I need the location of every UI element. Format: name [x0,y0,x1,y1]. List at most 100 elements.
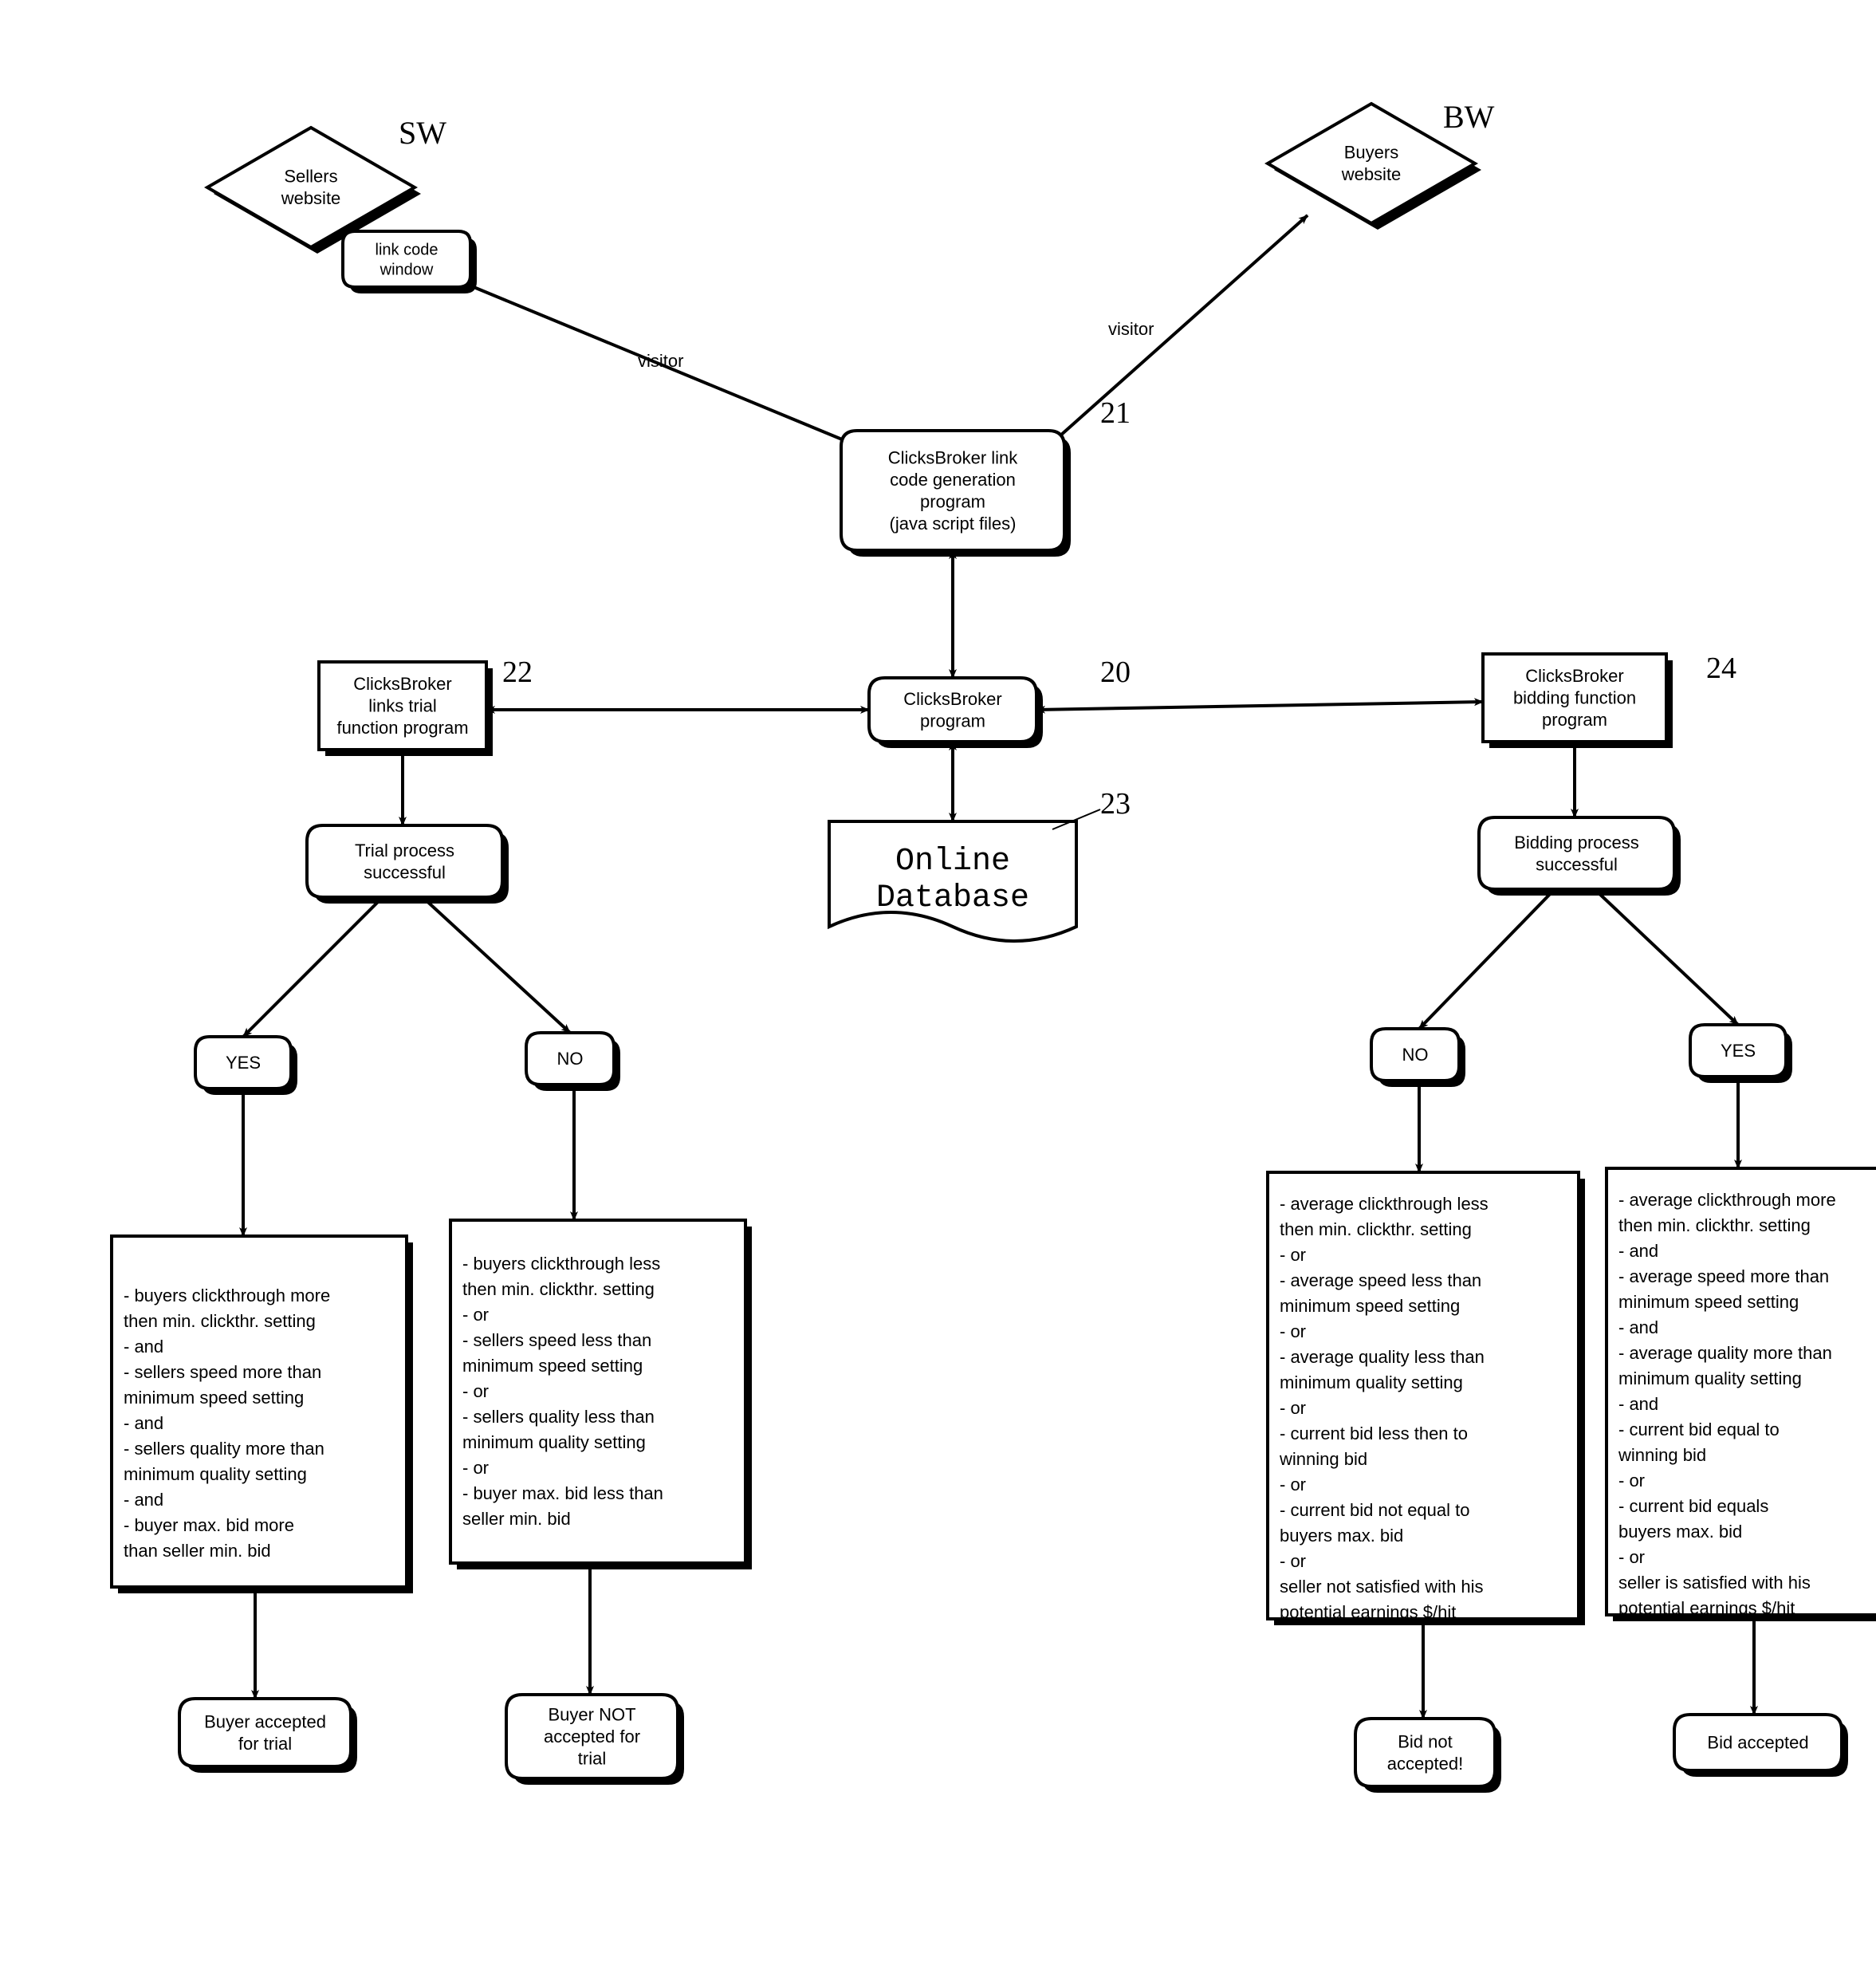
svg-text:- buyer max. bid more: - buyer max. bid more [124,1515,294,1535]
svg-text:- or: - or [1618,1471,1645,1490]
node-bidding_fn: ClicksBrokerbidding functionprogram [1483,654,1673,748]
svg-text:Buyers: Buyers [1344,142,1398,162]
node-yes1: YES [195,1037,297,1095]
svg-text:- average speed more than: - average speed more than [1618,1266,1829,1286]
svg-text:ClicksBroker link: ClicksBroker link [888,447,1019,467]
node-n23_label: 23 [1100,787,1131,821]
node-box_yes2: - average clickthrough more then min. cl… [1607,1168,1876,1621]
svg-text:minimum speed setting: minimum speed setting [124,1388,304,1408]
svg-text:visitor: visitor [1108,319,1154,339]
svg-text:minimum quality setting: minimum quality setting [462,1432,646,1452]
svg-text:winning bid: winning bid [1618,1445,1706,1465]
svg-text:- or: - or [1280,1398,1306,1418]
svg-text:then min. clickthr. setting: then min. clickthr. setting [124,1311,316,1331]
svg-text:(java script files): (java script files) [890,514,1017,534]
node-online_db: OnlineDatabase [829,809,1100,941]
svg-text:- sellers quality less than: - sellers quality less than [462,1407,655,1427]
node-visitor1: visitor [638,351,683,371]
svg-text:potential earnings $/hit: potential earnings $/hit [1618,1598,1795,1618]
svg-text:- and: - and [1618,1317,1658,1337]
node-trial_success: Trial process successful [307,825,509,904]
svg-text:Bid accepted: Bid accepted [1707,1733,1808,1753]
svg-text:23: 23 [1100,787,1131,821]
svg-text:- buyers clickthrough less: - buyers clickthrough less [462,1254,660,1274]
svg-text:buyers max. bid: buyers max. bid [1618,1522,1742,1542]
svg-text:BW: BW [1443,99,1495,135]
node-n22_label: 22 [502,656,533,689]
svg-text:website: website [1341,164,1402,184]
svg-text:buyers max. bid: buyers max. bid [1280,1526,1403,1546]
svg-text:minimum speed setting: minimum speed setting [462,1356,643,1376]
svg-text:Buyer NOT: Buyer NOT [548,1705,635,1725]
node-buyer_accepted: Buyer accepted for trial [179,1699,357,1773]
svg-text:potential earnings $/hit: potential earnings $/hit [1280,1602,1456,1622]
svg-text:window: window [380,262,434,279]
node-trial_fn: ClicksBrokerlinks trialfunction program [319,662,493,756]
svg-text:- or: - or [1618,1547,1645,1567]
node-no1: NO [526,1033,620,1091]
svg-text:link code: link code [376,242,439,259]
node-bw_label: BW [1443,99,1495,135]
node-n20_label: 20 [1100,656,1131,689]
svg-text:NO: NO [1402,1045,1429,1065]
svg-text:program: program [1542,710,1607,730]
svg-text:Buyer accepted: Buyer accepted [204,1711,326,1731]
node-link_code_window: link code window [343,231,477,293]
svg-text:Trial process: Trial process [355,841,454,860]
svg-text:then min. clickthr. setting: then min. clickthr. setting [462,1279,655,1299]
svg-text:20: 20 [1100,656,1131,689]
svg-text:Database: Database [876,880,1029,916]
svg-text:- average speed less than: - average speed less than [1280,1270,1481,1290]
svg-text:- buyer max. bid less than: - buyer max. bid less than [462,1483,663,1503]
node-box_yes1: - buyers clickthrough more then min. cli… [112,1236,413,1593]
svg-text:- and: - and [1618,1241,1658,1261]
svg-text:successful: successful [364,862,446,882]
svg-text:seller is satisfied with his: seller is satisfied with his [1618,1573,1811,1593]
svg-text:program: program [920,711,985,730]
svg-text:Online: Online [895,844,1010,880]
svg-text:- or: - or [1280,1245,1306,1265]
svg-text:24: 24 [1706,652,1736,685]
svg-text:bidding function: bidding function [1513,688,1636,708]
svg-text:program: program [920,491,985,511]
svg-text:minimum speed setting: minimum speed setting [1280,1296,1460,1316]
svg-text:successful: successful [1536,854,1618,874]
svg-text:- and: - and [124,1337,163,1357]
svg-text:Sellers: Sellers [284,166,337,186]
node-bid_accepted: Bid accepted [1674,1715,1848,1777]
svg-text:then min. clickthr. setting: then min. clickthr. setting [1618,1215,1811,1235]
svg-text:accepted for: accepted for [544,1727,640,1746]
node-no2: NO [1371,1029,1465,1087]
node-box_no2: - average clickthrough less then min. cl… [1268,1172,1585,1625]
svg-text:22: 22 [502,656,533,689]
svg-text:then min. clickthr. setting: then min. clickthr. setting [1280,1219,1472,1239]
svg-text:- current bid not equal to: - current bid not equal to [1280,1500,1469,1520]
flowchart-diagram: SWBWSellerswebsiteBuyerswebsitelink code… [0,0,1876,1961]
svg-text:- current bid equals: - current bid equals [1618,1496,1768,1516]
svg-text:minimum quality setting: minimum quality setting [1618,1368,1802,1388]
svg-text:ClicksBroker: ClicksBroker [903,689,1001,709]
node-n21_label: 21 [1100,396,1131,430]
svg-text:accepted!: accepted! [1387,1754,1463,1774]
node-n24_label: 24 [1706,652,1736,685]
svg-text:- and: - and [124,1413,163,1433]
svg-text:- or: - or [462,1305,489,1325]
node-code_gen: ClicksBroker linkcode generationprogram(… [841,431,1071,557]
svg-text:- or: - or [1280,1551,1306,1571]
svg-text:- current bid equal to: - current bid equal to [1618,1420,1780,1439]
svg-text:links trial: links trial [368,696,437,716]
svg-text:YES: YES [226,1053,261,1073]
svg-text:- sellers speed less than: - sellers speed less than [462,1330,651,1350]
svg-text:- average clickthrough less: - average clickthrough less [1280,1194,1489,1214]
svg-text:function program: function program [336,718,468,738]
svg-text:seller not satisfied with his: seller not satisfied with his [1280,1577,1484,1597]
svg-text:trial: trial [578,1749,606,1769]
svg-text:website: website [281,188,341,208]
svg-text:- buyers clickthrough more: - buyers clickthrough more [124,1286,330,1305]
svg-text:for trial: for trial [238,1734,292,1754]
svg-text:- sellers speed more than: - sellers speed more than [124,1362,321,1382]
svg-text:winning bid: winning bid [1279,1449,1367,1469]
svg-text:ClicksBroker: ClicksBroker [353,674,451,694]
svg-text:- or: - or [462,1458,489,1478]
svg-text:YES: YES [1721,1041,1756,1061]
